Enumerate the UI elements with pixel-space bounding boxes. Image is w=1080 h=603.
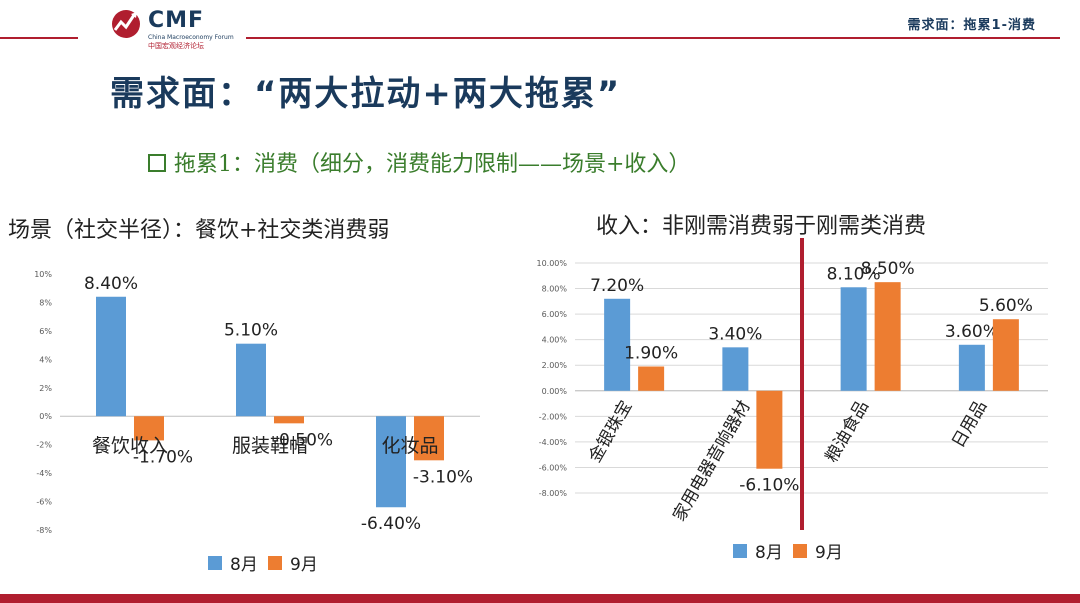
bar xyxy=(958,344,985,391)
y-tick-label: -4.00% xyxy=(539,438,568,447)
data-label: -1.70% xyxy=(133,447,193,467)
data-label: -3.10% xyxy=(413,467,473,487)
data-label: -6.10% xyxy=(739,476,799,496)
y-tick-label: 2% xyxy=(39,384,52,393)
bar xyxy=(992,319,1019,391)
data-label: 8.10% xyxy=(827,264,881,284)
legend-label: 9月 xyxy=(290,555,318,575)
bar xyxy=(96,296,126,417)
y-tick-label: -8.00% xyxy=(539,489,568,498)
data-label: 3.40% xyxy=(708,324,762,344)
y-tick-label: 0% xyxy=(39,412,52,421)
bar xyxy=(376,416,406,508)
bar xyxy=(756,390,783,469)
y-tick-label: 2.00% xyxy=(542,361,568,370)
checkbox-bullet-icon xyxy=(148,154,166,172)
legend-swatch xyxy=(208,556,222,570)
logo-text: CMF xyxy=(148,8,205,33)
header-rule-left xyxy=(0,37,78,39)
footer-bar xyxy=(0,594,1080,603)
y-tick-label: 8% xyxy=(39,298,52,307)
chart-divider xyxy=(800,238,804,530)
y-tick-label: 4.00% xyxy=(542,336,568,345)
data-label: 3.60% xyxy=(945,322,999,342)
logo-chinese-text: 中国宏观经济论坛 xyxy=(148,42,204,50)
y-tick-label: 10% xyxy=(34,270,52,279)
category-label: 化妆品 xyxy=(381,435,438,457)
bar xyxy=(236,343,266,417)
data-label: 8.50% xyxy=(861,259,915,279)
y-tick-label: -2% xyxy=(36,441,52,450)
bar xyxy=(274,416,304,424)
category-label: 日用品 xyxy=(948,397,991,451)
slide-subtitle: 拖累1：消费（细分，消费能力限制——场景+收入） xyxy=(148,146,690,178)
category-label: 服装鞋帽 xyxy=(232,435,308,457)
left-section-heading: 场景（社交半径）：餐饮+社交类消费弱 xyxy=(8,218,390,243)
data-label: -6.40% xyxy=(361,514,421,534)
legend-swatch xyxy=(268,556,282,570)
y-tick-label: 0.00% xyxy=(542,387,568,396)
y-tick-label: 6.00% xyxy=(542,310,568,319)
bar xyxy=(722,347,749,391)
legend-swatch xyxy=(793,544,807,558)
legend-label: 9月 xyxy=(815,543,843,563)
data-label: 8.40% xyxy=(84,274,138,294)
bar xyxy=(840,287,867,391)
legend-label: 8月 xyxy=(230,555,258,575)
header-section-title: 需求面：拖累1-消费 xyxy=(907,18,1036,33)
y-tick-label: -4% xyxy=(36,469,52,478)
legend-swatch xyxy=(733,544,747,558)
bar xyxy=(874,282,901,391)
y-tick-label: 4% xyxy=(39,355,52,364)
left-bar-chart: 10% 8% 6% 4% 2% 0% -2% -4% -6% -8% 8.40% -1.70%餐饮收入… xyxy=(34,270,480,575)
data-label: 1.90% xyxy=(624,344,678,364)
right-section-heading: 收入：非刚需消费弱于刚需类消费 xyxy=(596,214,927,239)
category-label: 金银珠宝 xyxy=(585,397,636,466)
data-label: 5.10% xyxy=(224,321,278,341)
data-label: -0.50% xyxy=(273,430,333,450)
bar xyxy=(414,416,444,461)
header-rule xyxy=(246,37,1060,39)
y-tick-label: 10.00% xyxy=(536,259,567,268)
subtitle-text: 拖累1：消费（细分，消费能力限制——场景+收入） xyxy=(174,152,691,177)
category-label: 粮油食品 xyxy=(822,397,873,466)
y-tick-label: -6% xyxy=(36,498,52,507)
bar xyxy=(638,366,665,391)
cmf-logo: CMF China Macroeconomy Forum 中国宏观经济论坛 xyxy=(110,6,250,50)
slide-title: 需求面：“两大拉动+两大拖累” xyxy=(110,74,622,114)
data-label: 5.60% xyxy=(979,296,1033,316)
y-tick-label: -8% xyxy=(36,526,52,535)
data-label: 7.20% xyxy=(590,276,644,296)
category-label: 餐饮收入 xyxy=(92,435,168,457)
legend-label: 8月 xyxy=(755,543,783,563)
y-tick-label: 6% xyxy=(39,327,52,336)
y-tick-label: 8.00% xyxy=(542,285,568,294)
bar xyxy=(604,298,631,391)
y-tick-label: -6.00% xyxy=(539,463,568,472)
bar xyxy=(134,416,164,441)
logo-subtext: China Macroeconomy Forum xyxy=(148,34,234,41)
logo-mark-icon xyxy=(112,10,140,38)
y-tick-label: -2.00% xyxy=(539,412,568,421)
